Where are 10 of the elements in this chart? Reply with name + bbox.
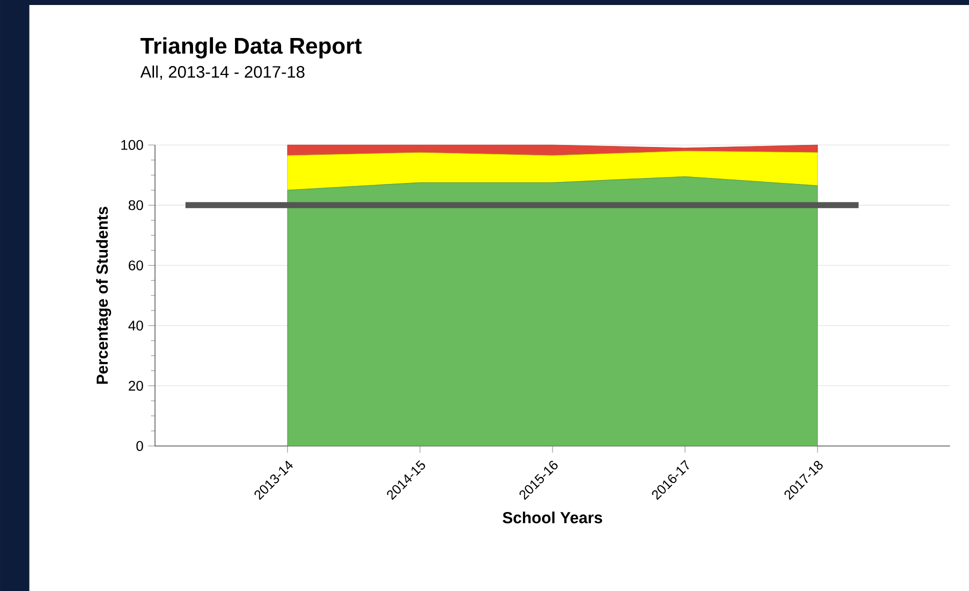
y-tick-label: 0 <box>136 441 144 451</box>
y-tick-label: 60 <box>128 260 144 270</box>
y-tick-label: 100 <box>121 140 144 150</box>
chart-title: Triangle Data Report <box>140 37 362 58</box>
y-tick-label: 40 <box>128 320 144 331</box>
y-axis-title: Percentage of Students <box>96 206 112 384</box>
chart-subtitle: All, 2013-14 - 2017-18 <box>140 66 304 80</box>
y-tick-label: 20 <box>128 380 144 391</box>
y-tick-label: 80 <box>128 200 144 210</box>
x-axis-title: School Years <box>502 512 602 524</box>
